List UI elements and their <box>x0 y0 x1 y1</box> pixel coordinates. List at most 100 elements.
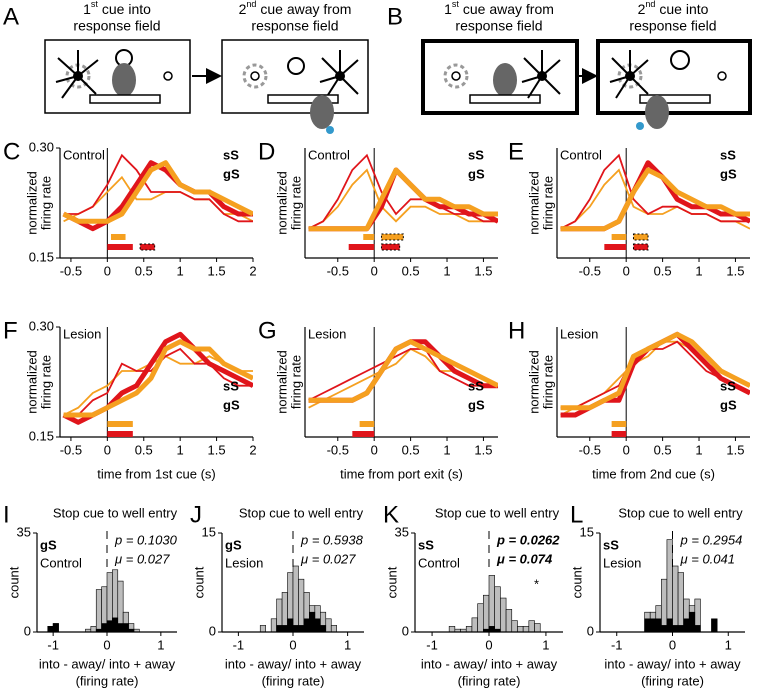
cue-rays <box>319 50 359 99</box>
hist-bar-subset <box>292 625 299 633</box>
y-tick-label: 0.30 <box>29 318 54 333</box>
cue-rays <box>609 50 649 99</box>
x-axis-label: into - away/ into + away <box>604 656 741 671</box>
significance-bar <box>107 421 133 427</box>
stat-label: p = 0.2954 <box>680 532 743 547</box>
x-tick-label: -0.5 <box>327 263 349 278</box>
y-axis-label: count <box>6 566 21 598</box>
y-tick-label: 0.15 <box>29 249 54 264</box>
chart-title: Stop cue to well entry <box>53 505 178 520</box>
x-tick-label: 0 <box>104 263 111 278</box>
hist-bar <box>292 565 299 633</box>
hist-bar <box>677 572 684 633</box>
y-axis-label: count <box>191 566 206 598</box>
panel-letter: J <box>190 501 202 528</box>
x-axis-label: into - away/ into + away <box>39 656 176 671</box>
hist-bar-subset <box>287 618 294 633</box>
arena-box <box>596 39 752 115</box>
significance-bar <box>359 421 375 427</box>
legend-label: sS <box>223 378 239 393</box>
x-tick-label: 0.5 <box>135 263 153 278</box>
significance-bar <box>107 244 133 250</box>
cue-off <box>451 71 461 81</box>
hist-bar-subset <box>683 618 690 633</box>
panel-letter: L <box>570 501 583 528</box>
x-tick-label: 1.5 <box>726 442 744 457</box>
hist-bar-subset <box>122 623 129 633</box>
hist-bar-subset <box>303 618 310 633</box>
y-axis-label: firing rate <box>288 355 303 409</box>
significance-bar <box>632 243 649 251</box>
x-axis-label: (firing rate) <box>641 673 704 688</box>
significance-bar <box>107 431 133 437</box>
port <box>287 57 305 75</box>
x-tick-label: 1 <box>695 442 702 457</box>
rat <box>112 63 136 97</box>
hist-bar-subset <box>666 618 673 633</box>
condition: Lesion <box>63 326 101 341</box>
significance: * <box>534 576 539 591</box>
hist-bar <box>95 589 102 633</box>
condition: Lesion <box>560 326 598 341</box>
panel-letter: K <box>383 501 399 528</box>
y-tick-label: 0 <box>402 623 409 638</box>
x-tick-label: 0.5 <box>402 263 420 278</box>
caption: response field <box>251 18 338 34</box>
stat-label: μ = 0.074 <box>496 551 553 566</box>
stat-label: μ = 0.041 <box>680 551 735 566</box>
hist-bar <box>528 620 535 633</box>
hist-bar-subset <box>47 626 54 633</box>
x-tick-label: -1 <box>426 637 438 652</box>
x-tick-label: 1 <box>177 263 184 278</box>
significance-bar <box>611 234 627 240</box>
legend-label: sS <box>468 378 484 393</box>
hist-bar-subset <box>281 625 288 633</box>
x-tick-label: 0 <box>104 442 111 457</box>
significance-bar <box>380 243 401 251</box>
x-tick-label: 0 <box>485 637 492 652</box>
x-tick-label: 1.5 <box>208 442 226 457</box>
platform <box>89 94 161 104</box>
into-line <box>308 167 498 232</box>
x-tick-label: -0.5 <box>327 442 349 457</box>
hist-bar <box>471 617 478 633</box>
diagram-a <box>44 39 369 134</box>
platform <box>469 94 541 104</box>
x-tick-label: 0 <box>371 263 378 278</box>
x-tick-label: 2 <box>249 442 256 457</box>
rat <box>645 95 669 129</box>
x-tick-label: 1 <box>725 637 732 652</box>
y-axis-label: normalized <box>24 171 39 235</box>
significance-bar <box>604 244 627 250</box>
hist-bar-subset <box>298 625 305 633</box>
significance-bar <box>348 244 375 250</box>
x-tick-label: 1.5 <box>474 263 492 278</box>
panel-letter: D <box>258 138 275 165</box>
condition: Control <box>308 147 350 162</box>
hist-bar-subset <box>309 611 316 633</box>
hist-bar <box>517 626 524 633</box>
x-tick-label: -0.5 <box>579 442 601 457</box>
hist-bar <box>522 626 530 633</box>
panel-letter: I <box>3 501 10 528</box>
x-tick-label: 0.5 <box>654 442 672 457</box>
group-label: sS <box>603 537 619 552</box>
x-axis-label: time from 2nd cue (s) <box>592 466 715 481</box>
stat-label: p = 0.0262 <box>496 532 560 547</box>
hist-bar-subset <box>106 620 113 633</box>
x-tick-label: -1 <box>611 637 623 652</box>
legend-label: sS <box>720 378 736 393</box>
y-axis-label: firing rate <box>540 355 555 409</box>
x-tick-label: 0 <box>623 263 630 278</box>
x-tick-label: 0 <box>623 442 630 457</box>
stat-label: μ = 0.027 <box>300 551 356 566</box>
x-tick-label: 0 <box>371 442 378 457</box>
arena-box <box>221 39 369 114</box>
arena-box <box>421 39 579 115</box>
caption-suffix: st <box>452 0 460 9</box>
hist-bar-subset <box>688 611 696 633</box>
chart-title: Stop cue to well entry <box>435 505 560 520</box>
significance-bar <box>352 431 375 437</box>
panel-letter: E <box>508 138 524 165</box>
caption-suffix: st <box>91 0 99 9</box>
